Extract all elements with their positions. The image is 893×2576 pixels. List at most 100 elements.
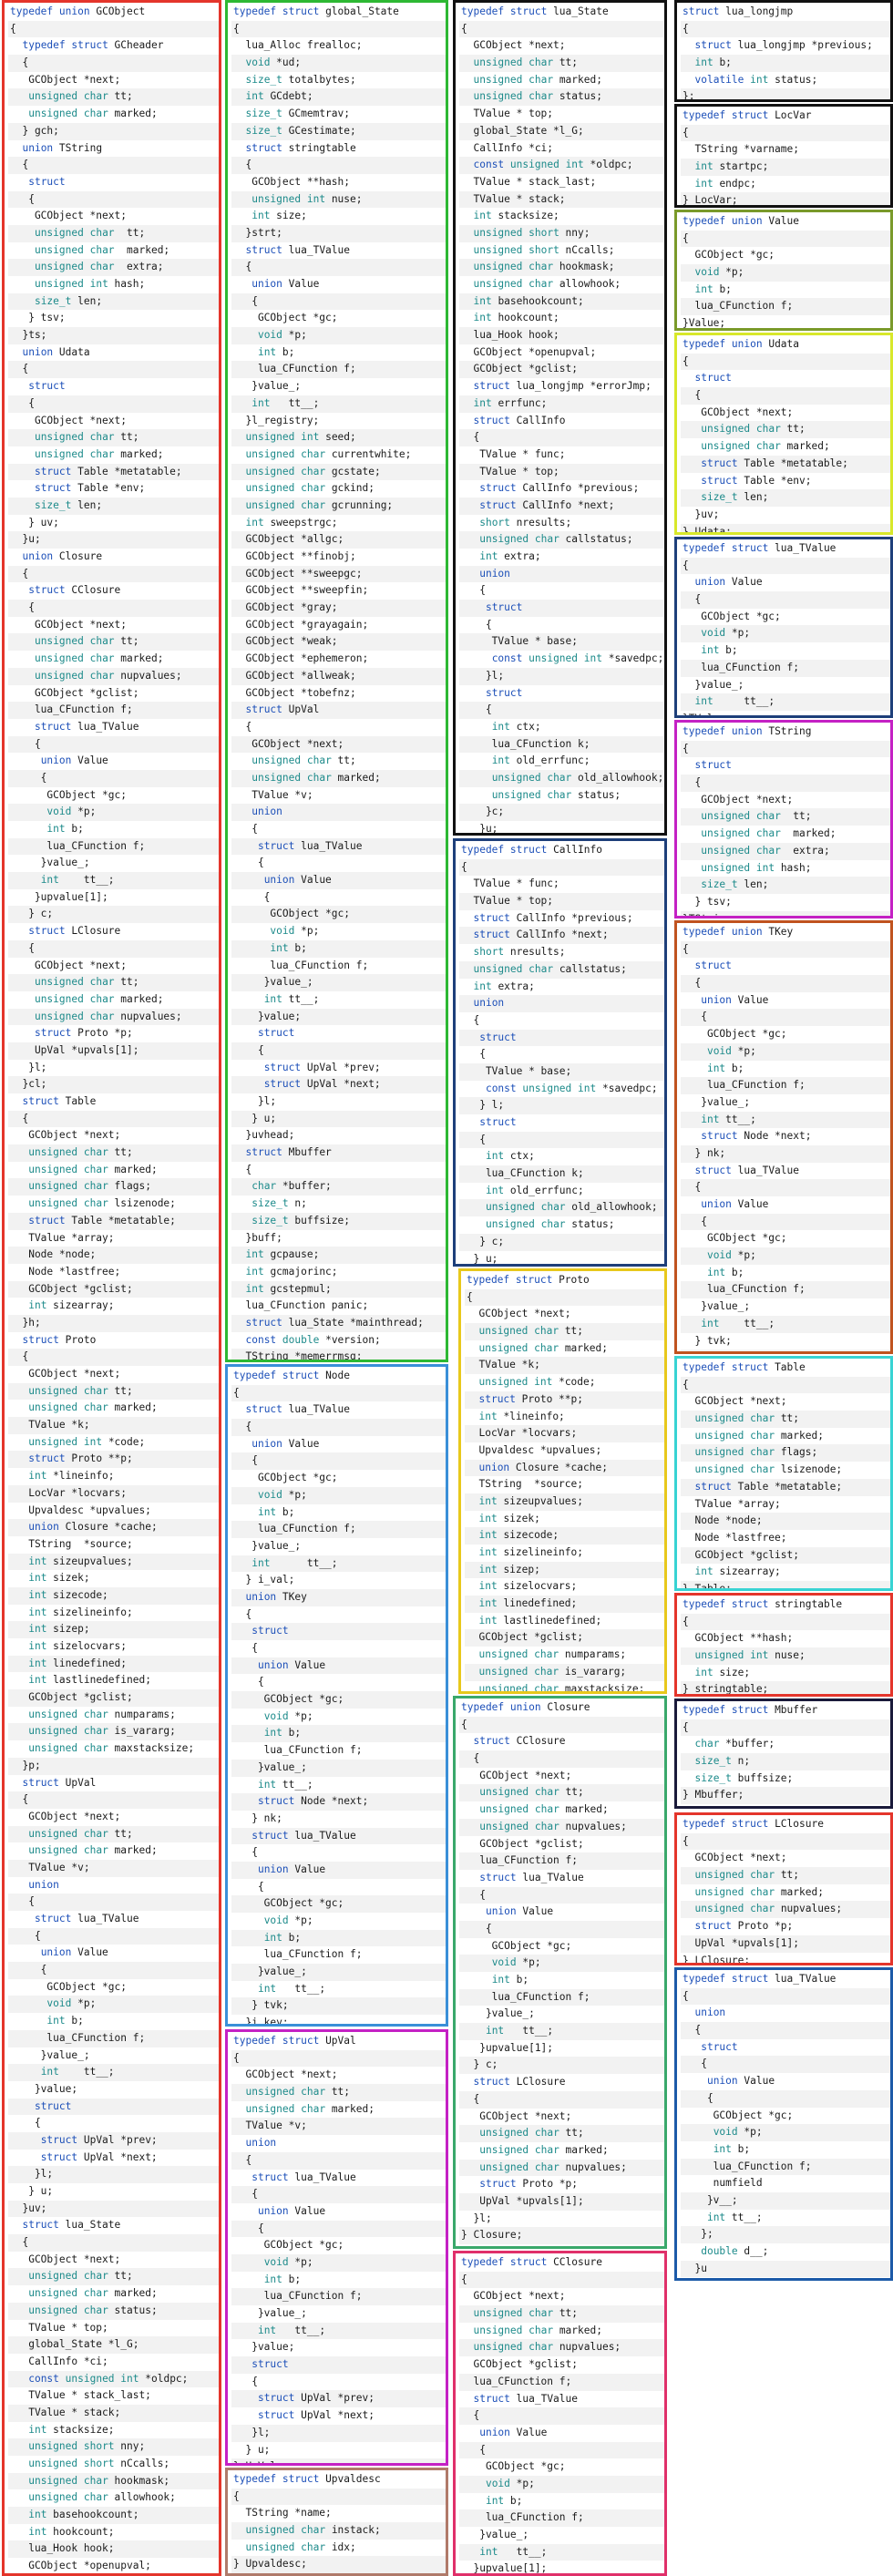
code-line: } i_val; (233, 1574, 295, 1586)
code-line: typedef union Closure (461, 1701, 590, 1713)
code-line: int sizearray; (694, 1565, 781, 1578)
code-line: struct lua_TValue (34, 1913, 139, 1924)
code-line: void *p; (681, 264, 890, 282)
code-line: int sizeupvalues; (465, 1493, 664, 1511)
code-line: }v__; (681, 2191, 890, 2210)
code-line: { (8, 361, 219, 379)
code-line: typedef union Udata (683, 338, 800, 350)
code-line: { (231, 259, 446, 276)
code-line: struct (459, 1029, 664, 1047)
code-line: unsigned char tt; (8, 224, 219, 242)
code-line: union Value (701, 993, 769, 1006)
code-line: TValue * top; (461, 108, 554, 120)
code-line: lua_CFunction k; (459, 735, 664, 754)
code-line: int linedefined; (465, 1596, 664, 1613)
code-line: GCObject *next; (461, 2109, 572, 2122)
code-line: unsigned char idx; (245, 2540, 356, 2553)
code-line: Node *node; (8, 1247, 219, 1264)
code-line: union Value (40, 1946, 108, 1959)
code-line: { (231, 2049, 446, 2068)
code-line: struct CallInfo *previous; (479, 482, 640, 495)
code-line: }uv; (683, 508, 720, 520)
code-line: void *p; (681, 625, 890, 643)
code-line: unsigned char extra; (8, 259, 219, 276)
code-line: void *p; (231, 1486, 446, 1504)
code-line: int ctx; (485, 1150, 535, 1163)
code-line: union (459, 565, 664, 583)
code-line: { (8, 157, 219, 174)
code-line: struct lua_TValue (479, 1871, 584, 1883)
code-line: union Closure *cache; (8, 1519, 219, 1536)
code-line: typedef union TString (683, 725, 812, 737)
code-line: int b; (231, 939, 446, 958)
code-line: unsigned char maxstacksize; (28, 1742, 195, 1755)
code-line: struct Table *metatable; (681, 455, 890, 473)
code-line: { (233, 1607, 252, 1620)
code-line: { (233, 1846, 258, 1859)
code-line: TValue *k; (465, 1357, 664, 1375)
code-line: { (681, 20, 890, 38)
code-line: unsigned char lsizenode; (28, 1197, 176, 1210)
code-line: { (8, 735, 219, 754)
code-line: { (681, 1179, 890, 1196)
code-line: unsigned char nupvalues; (459, 2159, 664, 2177)
code-line: } Upvaldesc; (231, 2556, 446, 2573)
code-line: struct Mbuffer (231, 1144, 446, 1162)
code-line: GCObject *gclist; (465, 1629, 664, 1647)
code-line: unsigned char allowhook; (28, 2491, 176, 2504)
code-line: int tt__; (8, 2064, 219, 2081)
code-line: int gcstepmul; (231, 1280, 446, 1298)
code-line: unsigned char marked; (28, 2287, 158, 2300)
code-line: struct UpVal *next; (231, 1076, 446, 1093)
code-line: }h; (8, 1314, 219, 1332)
code-line: unsigned char lsizenode; (694, 1463, 843, 1476)
code-line: TValue *k; (8, 1417, 219, 1434)
code-line: }p; (8, 1757, 219, 1775)
code-line: unsigned char marked; (28, 1844, 158, 1857)
proto-panel: typedef struct Proto { GCObject *next; un… (458, 1268, 667, 1694)
code-line: unsigned char tt; (251, 754, 356, 767)
code-line: GCObject *gc; (231, 1691, 446, 1709)
code-line: }value_; (231, 1759, 446, 1777)
code-line: struct (485, 686, 523, 699)
code-line: { (681, 2056, 890, 2074)
code-line: unsigned char extra; (681, 842, 890, 860)
code-line: GCObject *tobefnz; (233, 686, 356, 699)
code-line: unsigned char tt; (8, 1144, 219, 1162)
code-line: }i_key; (233, 2017, 289, 2027)
code-line: GCObject *next; (461, 2290, 566, 2303)
code-line: { (8, 1110, 219, 1128)
code-line: unsigned char marked; (34, 243, 170, 256)
code-line: const unsigned int *oldpc; (8, 2370, 219, 2388)
code-line: int tt__; (231, 395, 446, 413)
code-line: struct Proto **p; (465, 1391, 664, 1409)
code-line: struct lua_longjmp *errorJmp; (473, 380, 652, 393)
code-line: unsigned char marked; (473, 2324, 602, 2336)
code-line: { (233, 1880, 264, 1893)
code-line: { (459, 1716, 664, 1734)
code-line: typedef struct Table (683, 1361, 806, 1373)
code-line: { (681, 1376, 890, 1394)
code-line: { (8, 769, 219, 787)
value-panel: typedef union Value { GCObject *gc; void … (674, 210, 893, 331)
code-line: int tt__; (681, 693, 890, 711)
code-line: struct LClosure (473, 2076, 566, 2089)
code-line: GCObject *openupval; (10, 2560, 151, 2572)
code-line: } LocVar; (681, 192, 890, 205)
cclosure-panel: typedef struct CClosure { GCObject *next;… (453, 2251, 667, 2576)
code-line: { (8, 600, 219, 617)
code-line: unsigned char tt; (459, 2305, 664, 2323)
code-line: } TKey; (681, 1350, 890, 1351)
code-line: union TKey (231, 1588, 446, 1606)
code-line: typedef struct global_State (233, 5, 399, 17)
upval-panel: typedef struct UpVal { GCObject *next; un… (225, 2029, 448, 2466)
code-block: typedef struct Node { struct lua_TValue {… (231, 1368, 446, 2027)
code-line: GCObject *gc; (233, 312, 338, 324)
code-line: { (459, 2407, 664, 2425)
code-block: typedef union Value { GCObject *gc; void … (681, 213, 890, 328)
code-line: union Value (251, 1437, 320, 1450)
code-line: { (8, 190, 219, 209)
code-line: struct (701, 2040, 738, 2053)
code-line: union (231, 804, 446, 821)
code-line: struct UpVal *next; (257, 2409, 375, 2422)
